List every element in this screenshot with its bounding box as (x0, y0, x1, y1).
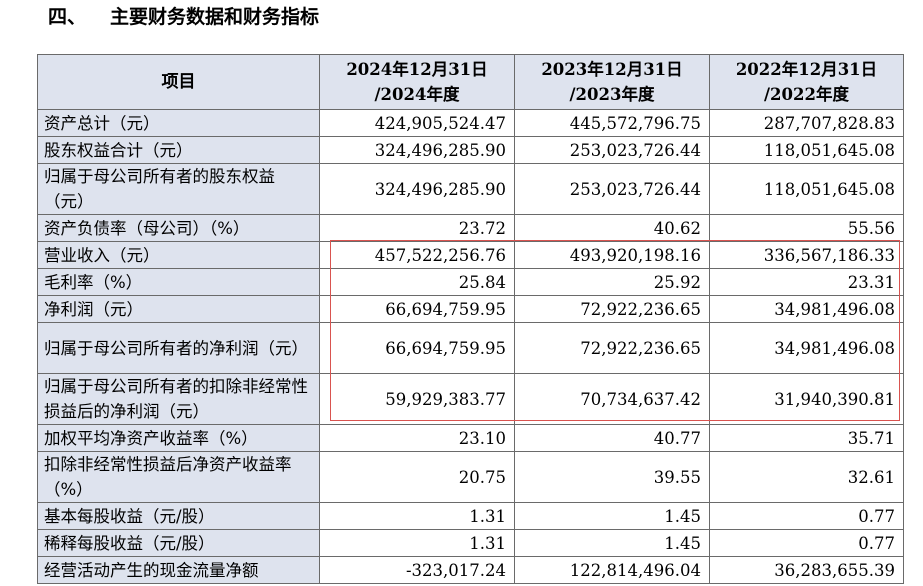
value-2024: 20.75 (319, 451, 515, 503)
column-header-date: 2024年12月31日 (346, 60, 488, 79)
value-2022: 118,051,645.08 (709, 136, 904, 164)
table-row: 股东权益合计（元） 324,496,285.90 253,023,726.44 118… (37, 136, 904, 164)
row-label: 净利润（元） (37, 295, 320, 323)
column-header-date: 2023年12月31日 (541, 60, 683, 79)
value-2023: 72,922,236.65 (514, 322, 710, 374)
value-2024: 66,694,759.95 (319, 295, 515, 323)
section-number: 四、 (48, 6, 87, 28)
value-2023: 1.45 (514, 502, 710, 530)
section-heading: 四、 主要财务数据和财务指标 (48, 2, 319, 32)
value-2023: 253,023,726.44 (514, 163, 710, 215)
value-2022: 0.77 (709, 529, 904, 557)
value-2022: 34,981,496.08 (709, 295, 904, 323)
column-header-year: /2023年度 (569, 85, 655, 104)
value-2024: 457,522,256.76 (319, 241, 515, 269)
value-2022: 287,707,828.83 (709, 109, 904, 137)
column-header-2022: 2022年12月31日 /2022年度 (709, 54, 904, 110)
table-row: 净利润（元） 66,694,759.95 72,922,236.65 34,981,4… (37, 295, 904, 323)
value-2024: 324,496,285.90 (319, 163, 515, 215)
value-2024: 1.31 (319, 529, 515, 557)
row-label: 扣除非经常性损益后净资产收益率（%） (37, 451, 320, 503)
financial-indicators-table: 项目 2024年12月31日 /2024年度 2023年12月31日 /2023… (37, 54, 904, 584)
value-2023: 122,814,496.04 (514, 556, 710, 584)
value-2023: 72,922,236.65 (514, 295, 710, 323)
value-2024: 66,694,759.95 (319, 322, 515, 374)
value-2024: 59,929,383.77 (319, 373, 515, 425)
value-2024: 424,905,524.47 (319, 109, 515, 137)
value-2022: 34,981,496.08 (709, 322, 904, 374)
value-2023: 40.62 (514, 214, 710, 242)
row-label: 资产负债率（母公司）（%） (37, 214, 320, 242)
row-label: 股东权益合计（元） (37, 136, 320, 164)
row-label: 基本每股收益（元/股） (37, 502, 320, 530)
column-header-year: /2024年度 (374, 85, 460, 104)
value-2022: 36,283,655.39 (709, 556, 904, 584)
value-2023: 40.77 (514, 424, 710, 452)
table-row: 营业收入（元） 457,522,256.76 493,920,198.16 336,5… (37, 241, 904, 269)
column-header-label: 项目 (161, 71, 196, 92)
row-label: 加权平均净资产收益率（%） (37, 424, 320, 452)
table-row: 资产总计（元） 424,905,524.47 445,572,796.75 287,7… (37, 109, 904, 137)
row-label: 归属于母公司所有者的股东权益（元） (37, 163, 320, 215)
value-2023: 493,920,198.16 (514, 241, 710, 269)
row-label: 资产总计（元） (37, 109, 320, 137)
value-2023: 253,023,726.44 (514, 136, 710, 164)
table-row: 经营活动产生的现金流量净额 -323,017.24 122,814,496.04 36… (37, 556, 904, 584)
value-2022: 23.31 (709, 268, 904, 296)
value-2024: 25.84 (319, 268, 515, 296)
table-header-row: 项目 2024年12月31日 /2024年度 2023年12月31日 /2023… (37, 54, 904, 110)
row-label: 归属于母公司所有者的扣除非经常性损益后的净利润（元） (37, 373, 320, 425)
value-2023: 39.55 (514, 451, 710, 503)
column-header-date: 2022年12月31日 (735, 60, 878, 79)
row-label: 归属于母公司所有者的净利润（元） (37, 322, 320, 374)
value-2023: 25.92 (514, 268, 710, 296)
value-2024: 23.72 (319, 214, 515, 242)
value-2022: 31,940,390.81 (709, 373, 904, 425)
row-label: 稀释每股收益（元/股） (37, 529, 320, 557)
value-2024: 1.31 (319, 502, 515, 530)
value-2022: 32.61 (709, 451, 904, 503)
table-row: 稀释每股收益（元/股） 1.31 1.45 0.77 (37, 529, 904, 557)
row-label: 毛利率（%） (37, 268, 320, 296)
row-label: 经营活动产生的现金流量净额 (37, 556, 320, 584)
value-2023: 70,734,637.42 (514, 373, 710, 425)
value-2023: 1.45 (514, 529, 710, 557)
table-row: 毛利率（%） 25.84 25.92 23.31 (37, 268, 904, 296)
column-header-item: 项目 (37, 54, 320, 110)
value-2024: 23.10 (319, 424, 515, 452)
value-2022: 336,567,186.33 (709, 241, 904, 269)
column-header-2024: 2024年12月31日 /2024年度 (319, 54, 515, 110)
row-label: 营业收入（元） (37, 241, 320, 269)
value-2024: -323,017.24 (319, 556, 515, 584)
table-row: 归属于母公司所有者的净利润（元） 66,694,759.95 72,922,236.… (37, 322, 904, 374)
value-2023: 445,572,796.75 (514, 109, 710, 137)
table-row: 加权平均净资产收益率（%） 23.10 40.77 35.71 (37, 424, 904, 452)
column-header-year: /2022年度 (764, 85, 849, 104)
column-header-2023: 2023年12月31日 /2023年度 (514, 54, 710, 110)
table-row: 基本每股收益（元/股） 1.31 1.45 0.77 (37, 502, 904, 530)
value-2024: 324,496,285.90 (319, 136, 515, 164)
value-2022: 55.56 (709, 214, 904, 242)
value-2022: 35.71 (709, 424, 904, 452)
table-row: 归属于母公司所有者的股东权益（元） 324,496,285.90 253,023,7… (37, 163, 904, 215)
value-2022: 118,051,645.08 (709, 163, 904, 215)
value-2022: 0.77 (709, 502, 904, 530)
table-row: 归属于母公司所有者的扣除非经常性损益后的净利润（元） 59,929,383.77 7… (37, 373, 904, 425)
section-title: 主要财务数据和财务指标 (110, 6, 320, 28)
table-row: 资产负债率（母公司）（%） 23.72 40.62 55.56 (37, 214, 904, 242)
table-row: 扣除非经常性损益后净资产收益率（%） 20.75 39.55 32.61 (37, 451, 904, 503)
